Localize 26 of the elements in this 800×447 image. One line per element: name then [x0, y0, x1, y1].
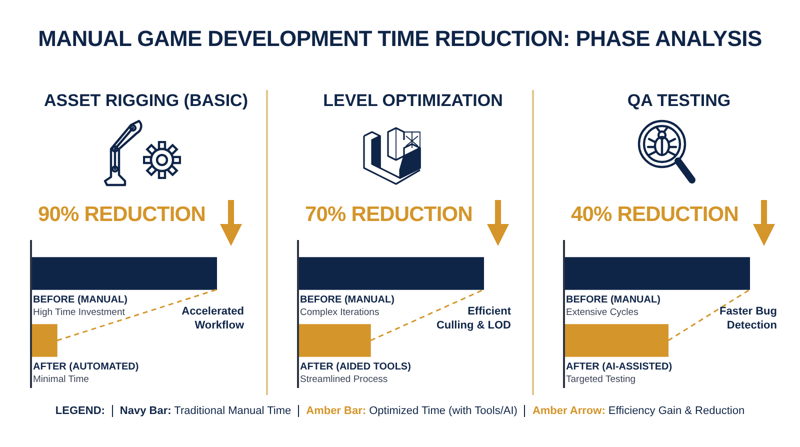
annotation: Extensive Cycles	[566, 306, 639, 318]
text: MANUAL GAME DEVELOPMENT TIME REDUCTION: PHASE ANALYSIS	[37, 26, 763, 52]
chart-subtitle: 90% REDUCTION	[38, 203, 206, 227]
annotation: Accelerated Workflow	[182, 306, 244, 332]
annotation: Minimal Time	[33, 374, 89, 385]
y-tick-label: AFTER (AI-ASSISTED)	[566, 361, 672, 372]
text: LEGEND:	[55, 405, 105, 417]
y-tick-label: BEFORE (MANUAL)	[300, 294, 394, 306]
chart-title: ASSET RIGGING (BASIC)	[42, 91, 249, 111]
annotation: Efficient Culling & LOD	[436, 306, 512, 332]
y-tick-label: BEFORE (MANUAL)	[33, 294, 128, 306]
chart-title: LEVEL OPTIMIZATION	[322, 91, 504, 111]
y-tick-label: AFTER (AIDED TOOLS)	[300, 361, 411, 372]
text: Amber Arrow: Efficiency Gain & Reduction	[532, 405, 745, 417]
annotation: High Time Investment	[33, 306, 126, 318]
y-tick-label: BEFORE (MANUAL)	[566, 294, 660, 306]
annotation: Targeted Testing	[566, 374, 636, 385]
annotation: Faster Bug Detection	[720, 306, 778, 332]
chart-title: QA TESTING	[626, 91, 732, 111]
y-tick-label: AFTER (AUTOMATED)	[33, 361, 139, 372]
chart-subtitle: 70% REDUCTION	[305, 203, 472, 227]
chart-subtitle: 40% REDUCTION	[571, 203, 738, 227]
text: Navy Bar: Traditional Manual Time	[120, 405, 292, 417]
annotation: Streamlined Process	[300, 374, 388, 385]
text: Amber Bar: Optimized Time (with Tools/AI)	[306, 405, 518, 417]
annotation: Complex Iterations	[300, 306, 380, 318]
